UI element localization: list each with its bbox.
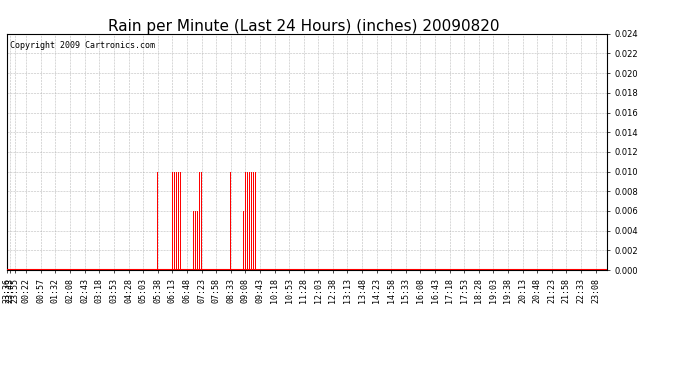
Text: Copyright 2009 Cartronics.com: Copyright 2009 Cartronics.com: [10, 41, 155, 50]
Text: Rain per Minute (Last 24 Hours) (inches) 20090820: Rain per Minute (Last 24 Hours) (inches)…: [108, 19, 500, 34]
